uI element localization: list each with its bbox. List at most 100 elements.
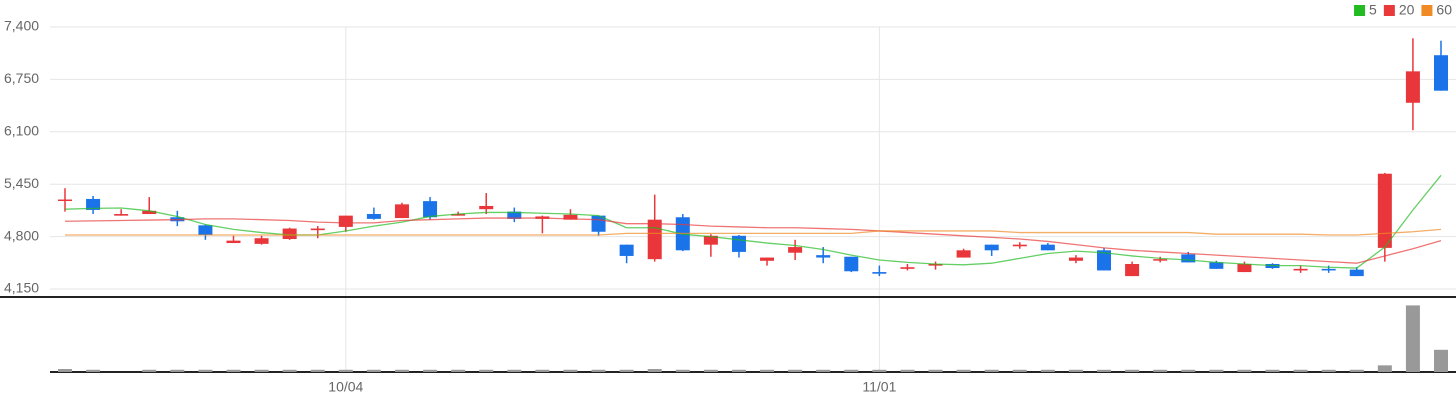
volume-bar [731,369,746,372]
candle-body [1153,259,1168,261]
candle-body [310,228,325,231]
candle-body [928,264,943,266]
candle-body [423,201,438,218]
volume-bar [619,369,634,372]
volume-bar [844,369,859,372]
volume-bar [282,369,297,372]
candle-body [86,198,101,210]
volume-bar [1265,369,1280,372]
volume-bar [956,369,971,372]
volume-bar [1321,369,1336,372]
candle-body [1012,244,1027,247]
candle-body [760,257,775,261]
volume-bar [703,369,718,372]
candle-body [647,219,662,260]
volume-bar [1068,369,1083,372]
volume-bar [1237,369,1252,372]
volume-bar [86,369,101,372]
candle-body [338,215,353,227]
candle-body [1125,264,1140,277]
candle-body [844,256,859,272]
volume-bar [788,369,803,372]
candle-body [731,235,746,252]
y-tick-label: 7,400 [4,18,39,34]
legend-label: 5 [1369,2,1377,18]
candle-body [1068,257,1083,261]
volume-bar [760,369,775,372]
candle-body [1293,268,1308,271]
volume-bar [338,369,353,372]
candle-body [872,272,887,274]
volume-bar [535,369,550,372]
volume-bar [900,369,915,372]
volume-bar [142,369,157,372]
candle-body [394,204,409,219]
candle-body [366,214,381,219]
volume-bar [1377,365,1392,372]
candle-body [1377,173,1392,248]
y-tick-label: 4,150 [4,280,39,296]
volume-bar [423,369,438,372]
volume-bar [507,369,522,372]
y-tick-label: 5,450 [4,175,39,191]
y-tick-label: 4,800 [4,227,39,243]
volume-bar [1349,369,1364,372]
volume-bar [394,369,409,372]
volume-bar [1125,369,1140,372]
candle-body [282,228,297,240]
legend-label: 60 [1436,2,1452,18]
volume-bar [170,369,185,372]
candle-body [788,247,803,253]
volume-bar [984,369,999,372]
legend-swatch [1421,5,1433,16]
volume-bar [1434,349,1448,372]
candle-body [451,214,466,216]
x-tick-label: 10/04 [328,379,363,395]
volume-bar [1405,305,1420,372]
candle-body [984,244,999,251]
volume-bar [563,369,578,372]
candle-body [1321,268,1336,271]
candle-body [1209,262,1224,269]
volume-bar [1153,369,1168,372]
candle-body [563,214,578,220]
volume-bar [1293,369,1308,372]
candle-body [114,214,129,216]
candle-body [1434,55,1448,91]
legend-swatch [1383,5,1395,16]
candle-body [507,211,522,219]
legend-label: 20 [1399,2,1415,18]
candle-body [1237,264,1252,273]
candle-body [956,250,971,258]
candle-body [1349,269,1364,277]
candle-body [619,244,634,256]
volume-bar [451,369,466,372]
volume-bar [1097,369,1112,372]
volume-bar [1040,369,1055,372]
candle-body [142,210,157,215]
volume-bar [366,369,381,372]
volume-bar [1181,369,1196,372]
volume-bar [58,369,72,372]
y-tick-label: 6,100 [4,123,39,139]
candle-body [900,267,915,269]
volume-bar [872,369,887,372]
volume-bar [647,369,662,372]
candle-body [1181,254,1196,263]
ma-line [65,228,1442,236]
volume-bar [198,369,213,372]
volume-bar [591,369,606,372]
candle-body [198,225,213,235]
volume-bar [310,369,325,372]
candle-body [1405,71,1420,103]
x-tick-label: 11/01 [862,379,896,395]
candle-body [479,205,494,210]
candle-body [1040,244,1055,251]
candle-body [254,238,269,244]
ma-line [64,174,1442,269]
ma-line [64,217,1442,264]
volume-bar [928,369,943,372]
candle-body [1097,250,1112,271]
candle-body [226,240,241,244]
